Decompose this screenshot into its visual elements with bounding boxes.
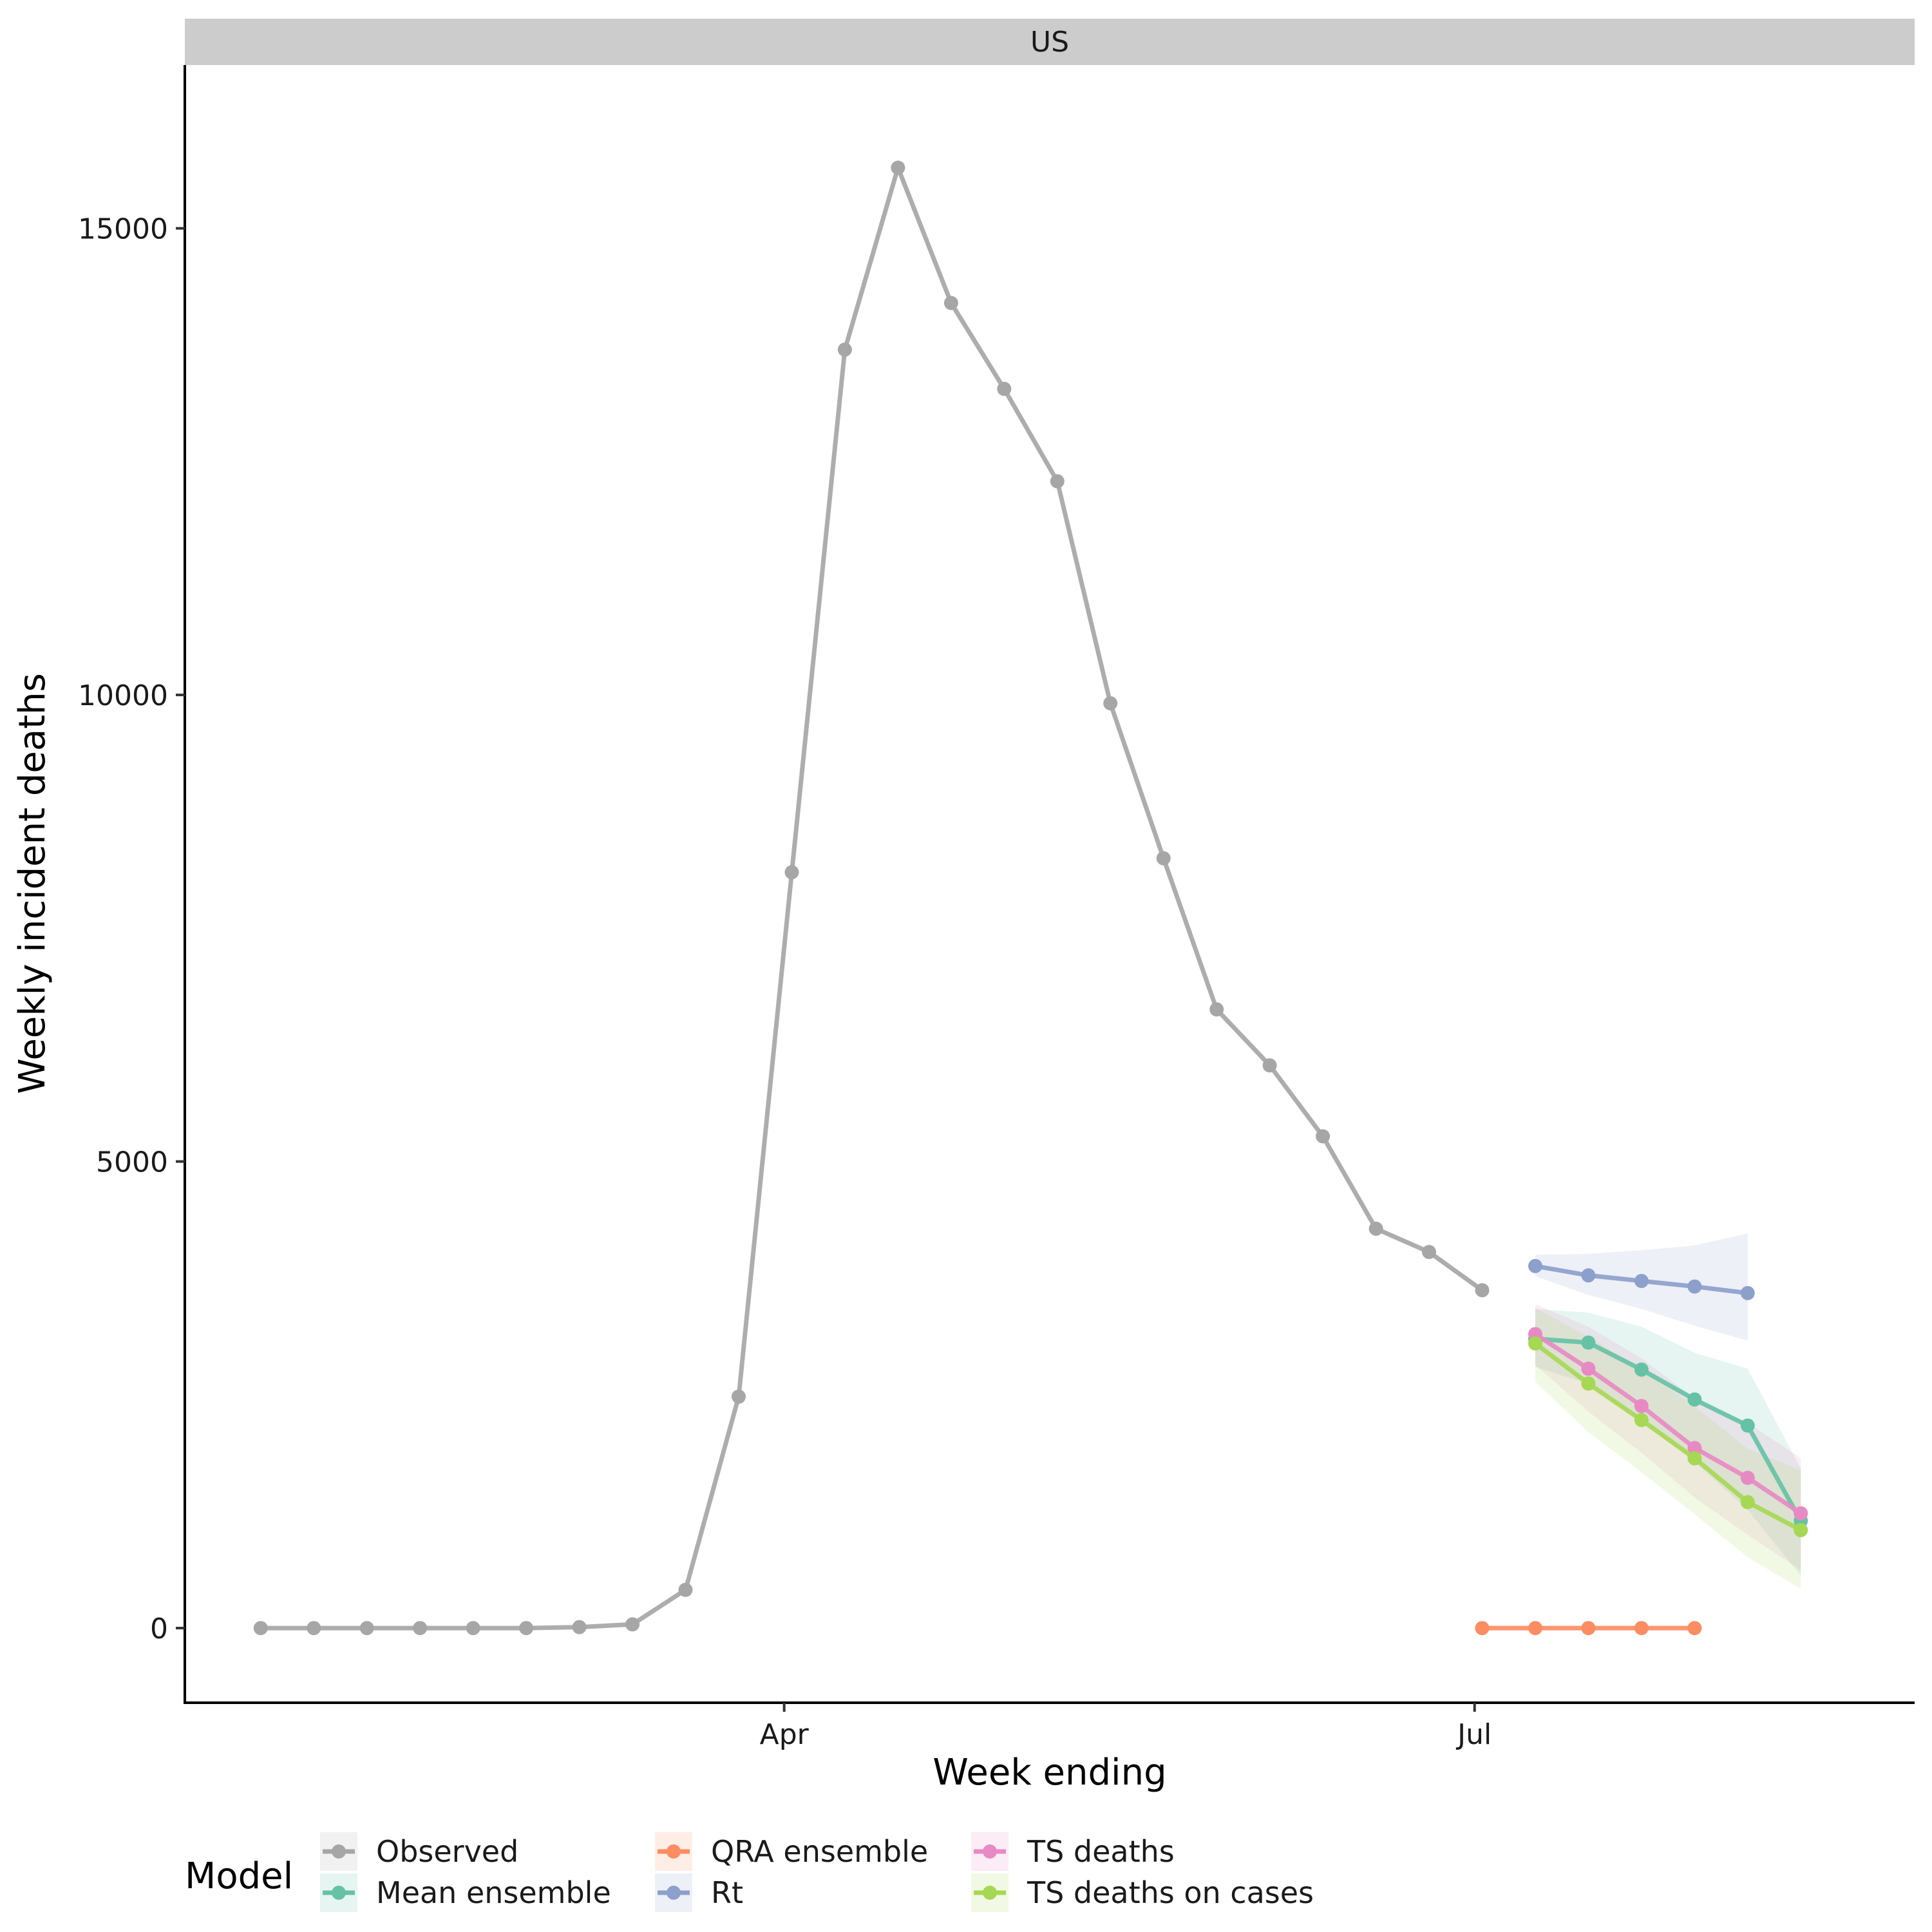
x-axis-title: Week ending: [933, 1752, 1166, 1794]
point-observed: [732, 1389, 746, 1404]
point-ts-deaths: [1634, 1399, 1649, 1414]
point-mean-ensemble: [1687, 1392, 1702, 1407]
point-ts-deaths-on-cases: [1528, 1336, 1542, 1351]
point-ts-deaths-on-cases: [1794, 1522, 1808, 1537]
point-qra-ensemble: [1475, 1621, 1490, 1636]
legend-label: TS deaths on cases: [1027, 1875, 1314, 1910]
point-observed: [1262, 1058, 1277, 1073]
series-observed: [253, 160, 1490, 1636]
x-axis-ticks: Apr Jul: [760, 1703, 1492, 1751]
point-observed: [413, 1621, 428, 1636]
series-layer: [253, 160, 1808, 1636]
legend-item-rt: Rt: [655, 1873, 743, 1912]
facet-strip-background: [185, 19, 1915, 65]
line-observed: [260, 165, 1484, 1631]
point-qra-ensemble: [1528, 1621, 1542, 1636]
point-observed: [678, 1582, 693, 1597]
point-mean-ensemble: [1740, 1418, 1755, 1433]
point-observed: [359, 1621, 374, 1636]
series-qra-ensemble: [1475, 1621, 1702, 1636]
point-observed: [1156, 851, 1171, 866]
legend-item-mean-ensemble: Mean ensemble: [320, 1873, 611, 1912]
x-tick-label: Jul: [1455, 1718, 1492, 1751]
point-ts-deaths: [1581, 1361, 1596, 1376]
point-ts-deaths-on-cases: [1740, 1495, 1755, 1510]
point-observed: [784, 865, 799, 880]
facet-strip-label: US: [1030, 26, 1069, 59]
point-observed: [837, 342, 852, 357]
point-rt: [1634, 1274, 1649, 1289]
point-rt: [1581, 1268, 1596, 1283]
legend-key-point: [667, 1886, 681, 1900]
line-mean-ensemble: [1535, 1336, 1803, 1522]
point-observed: [891, 160, 905, 175]
legend-key-point: [983, 1844, 997, 1859]
point-observed: [253, 1621, 268, 1636]
legend-key-point: [332, 1844, 346, 1859]
legend-item-observed: Observed: [320, 1832, 518, 1871]
point-observed: [1209, 1002, 1224, 1017]
point-observed: [1050, 474, 1065, 489]
y-axis-title: Weekly incident deaths: [12, 673, 53, 1094]
line-ts-deaths-on-cases: [1533, 1341, 1802, 1532]
point-rt: [1687, 1279, 1702, 1294]
legend-key-point: [983, 1886, 997, 1900]
point-observed: [307, 1621, 321, 1636]
point-observed: [1475, 1283, 1490, 1298]
legend-title: Model: [185, 1855, 293, 1897]
y-axis-ticks: 0 5000 10000 15000: [78, 213, 185, 1645]
point-mean-ensemble: [1634, 1362, 1649, 1377]
point-observed: [466, 1621, 480, 1636]
y-tick-label: 5000: [96, 1146, 168, 1179]
y-tick-label: 0: [150, 1613, 168, 1645]
point-rt: [1740, 1285, 1755, 1300]
point-ts-deaths: [1687, 1441, 1702, 1455]
legend: Model Observed Mean ensemble QRA ensemble R…: [185, 1832, 1314, 1912]
point-observed: [997, 381, 1012, 396]
series-ts-deaths-on-cases: [1528, 1336, 1808, 1537]
legend-label: QRA ensemble: [711, 1834, 928, 1869]
point-ts-deaths-on-cases: [1687, 1451, 1702, 1466]
legend-label: Rt: [711, 1875, 743, 1910]
series-ts-deaths: [1528, 1327, 1808, 1520]
legend-key-point: [667, 1844, 681, 1859]
point-ts-deaths: [1740, 1470, 1755, 1485]
point-qra-ensemble: [1581, 1621, 1596, 1636]
facet-strip: US: [185, 19, 1915, 65]
point-observed: [1368, 1221, 1383, 1236]
point-observed: [1103, 696, 1118, 711]
point-observed: [943, 296, 958, 310]
point-mean-ensemble: [1581, 1335, 1596, 1350]
line-ts-deaths: [1534, 1332, 1803, 1515]
axes: 0 5000 10000 15000 Apr Jul: [78, 65, 1915, 1751]
legend-item-ts-deaths: TS deaths: [971, 1832, 1175, 1871]
point-observed: [625, 1617, 640, 1632]
point-ts-deaths: [1794, 1506, 1808, 1520]
legend-item-ts-deaths-on-cases: TS deaths on cases: [971, 1873, 1314, 1912]
point-observed: [1316, 1129, 1331, 1144]
legend-key-point: [332, 1886, 346, 1900]
point-observed: [519, 1621, 534, 1636]
legend-item-qra-ensemble: QRA ensemble: [655, 1832, 928, 1871]
point-rt: [1528, 1258, 1542, 1273]
point-observed: [1422, 1245, 1436, 1260]
legend-label: TS deaths: [1027, 1834, 1175, 1869]
point-ts-deaths-on-cases: [1581, 1376, 1596, 1391]
y-tick-label: 15000: [78, 213, 168, 246]
point-observed: [572, 1620, 587, 1634]
point-qra-ensemble: [1687, 1621, 1702, 1636]
legend-label: Observed: [376, 1834, 518, 1869]
series-rt: [1528, 1258, 1755, 1300]
y-tick-label: 10000: [78, 679, 168, 712]
legend-label: Mean ensemble: [376, 1875, 611, 1910]
point-qra-ensemble: [1634, 1621, 1649, 1636]
point-ts-deaths-on-cases: [1634, 1413, 1649, 1427]
x-tick-label: Apr: [760, 1718, 810, 1751]
